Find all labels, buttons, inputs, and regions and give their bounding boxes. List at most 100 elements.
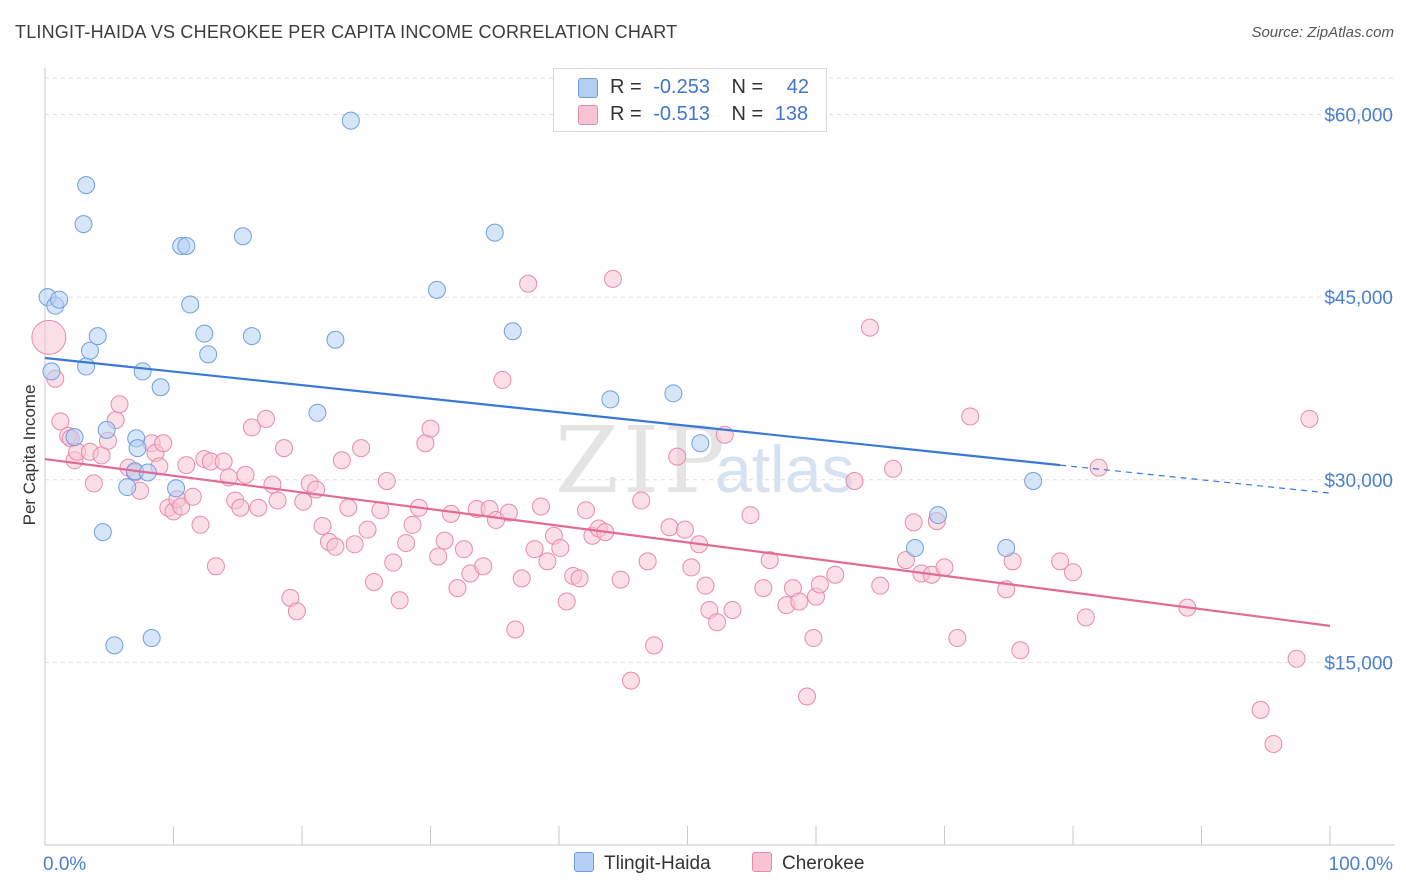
legend-r-value: -0.513: [653, 103, 710, 125]
data-point: [31, 319, 67, 355]
data-point: [326, 330, 345, 349]
data-point: [905, 538, 924, 557]
data-point: [826, 565, 845, 584]
data-point: [326, 537, 345, 556]
data-point: [50, 290, 69, 309]
data-point: [603, 269, 622, 288]
data-point: [177, 456, 196, 475]
data-point: [621, 671, 640, 690]
data-point: [77, 176, 96, 195]
y-tick-label: $45,000: [1324, 288, 1393, 309]
axes: [44, 68, 1395, 846]
data-point: [242, 327, 261, 346]
legend-r-value: -0.253: [653, 76, 710, 98]
data-point: [660, 518, 679, 537]
data-point: [231, 498, 250, 517]
data-point: [65, 428, 84, 447]
legend-swatch-tlingit-haida: [574, 852, 594, 872]
legend-item-cherokee[interactable]: Cherokee: [752, 852, 864, 875]
data-point: [151, 378, 170, 397]
series-legend: Tlingit-Haida Cherokee: [0, 852, 1406, 878]
data-point: [390, 591, 409, 610]
watermark-atlas: atlas: [715, 432, 854, 506]
data-point: [1251, 700, 1270, 719]
data-point: [884, 459, 903, 478]
data-point: [871, 576, 890, 595]
data-point: [454, 540, 473, 559]
legend-item-tlingit-haida[interactable]: Tlingit-Haida: [574, 852, 711, 875]
data-point: [638, 552, 657, 571]
data-point: [845, 471, 864, 490]
trend-line-tlingit-haida: [44, 356, 1061, 467]
legend-swatch-cherokee: [752, 852, 772, 872]
data-point: [77, 357, 96, 376]
data-point: [1011, 641, 1030, 660]
data-point: [377, 471, 396, 490]
data-point: [154, 434, 173, 453]
data-point: [723, 601, 742, 620]
data-point: [519, 274, 538, 293]
legend-n-label: N =: [731, 103, 764, 125]
data-point: [313, 517, 332, 536]
legend-label-cherokee: Cherokee: [782, 853, 865, 874]
data-point: [499, 503, 518, 522]
data-point: [364, 573, 383, 592]
data-point: [308, 403, 327, 422]
data-point: [632, 491, 651, 510]
data-point: [570, 569, 589, 588]
data-point: [51, 412, 70, 431]
data-point: [403, 515, 422, 534]
trend-line-tlingit-haida-extension: [1060, 464, 1331, 494]
data-point: [1064, 563, 1082, 582]
data-point: [485, 223, 504, 242]
data-point: [601, 390, 620, 409]
data-point: [493, 370, 512, 389]
data-point: [181, 295, 200, 314]
watermark: ZIP atlas: [555, 407, 854, 514]
data-point: [696, 576, 715, 595]
data-point: [268, 491, 287, 510]
data-point: [448, 579, 467, 598]
data-point: [287, 602, 306, 621]
data-point: [345, 535, 364, 554]
data-point: [611, 570, 630, 589]
trend-lines: [44, 356, 1331, 627]
data-point: [860, 318, 879, 337]
data-point: [97, 420, 116, 439]
data-point: [645, 636, 664, 655]
data-point: [675, 520, 694, 539]
data-point: [177, 237, 196, 256]
data-point: [236, 465, 255, 484]
data-point: [332, 451, 351, 470]
data-point: [167, 479, 186, 498]
data-point: [741, 506, 760, 525]
data-point: [105, 636, 124, 655]
data-point: [110, 395, 129, 414]
data-point: [525, 540, 544, 559]
data-point: [397, 534, 416, 553]
legend-swatch-cherokee: [578, 105, 598, 125]
data-point: [532, 497, 551, 516]
data-point: [352, 439, 371, 458]
data-point: [172, 497, 191, 516]
data-point: [754, 579, 773, 598]
data-point: [503, 322, 522, 341]
data-point: [358, 520, 377, 539]
data-point: [997, 538, 1016, 557]
chart-title: TLINGIT-HAIDA VS CHEROKEE PER CAPITA INC…: [15, 22, 678, 42]
data-point: [576, 501, 595, 520]
data-point: [948, 629, 967, 648]
data-point: [904, 513, 923, 532]
data-point: [191, 515, 210, 534]
data-point: [275, 439, 294, 458]
data-point: [421, 419, 440, 438]
data-point: [474, 557, 493, 576]
data-point: [435, 531, 454, 550]
legend-n-value: 42: [786, 76, 810, 98]
data-point: [384, 553, 403, 572]
data-point: [93, 523, 112, 542]
chart-source: Source: ZipAtlas.com: [1251, 24, 1394, 41]
tick-labels: $15,000 $30,000 $45,000 $60,000 0.0% 100.0%: [43, 106, 1393, 875]
data-point: [1287, 649, 1306, 668]
data-point: [249, 498, 268, 517]
